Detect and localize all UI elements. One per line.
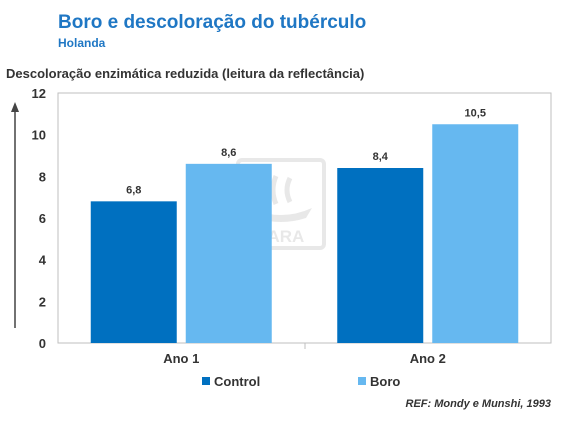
category-label: Ano 2 <box>410 351 446 366</box>
y-ticks: 0 2 4 6 8 10 12 <box>32 86 47 351</box>
category-labels: Ano 1 Ano 2 <box>163 351 446 366</box>
y-tick-label: 0 <box>39 336 46 351</box>
chart-title: Boro e descoloração do tubérculo <box>58 12 367 33</box>
legend-label-control: Control <box>214 374 260 389</box>
reference-note: REF: Mondy e Munshi, 1993 <box>405 398 551 410</box>
data-label: 6,8 <box>126 184 141 196</box>
chart-subtitle: Holanda <box>58 36 106 50</box>
data-label: 8,4 <box>373 151 389 163</box>
y-axis-label: Descoloração enzimática reduzida (leitur… <box>6 66 365 81</box>
bar-control-1 <box>90 201 177 343</box>
legend-label-boro: Boro <box>370 374 400 389</box>
data-label: 10,5 <box>465 107 486 119</box>
y-tick-label: 2 <box>39 294 46 309</box>
y-tick-label: 12 <box>32 86 46 101</box>
y-tick-label: 8 <box>39 169 46 184</box>
data-labels: 6,8 8,6 8,4 10,5 <box>126 107 486 196</box>
y-tick-label: 10 <box>32 128 46 143</box>
bars <box>90 124 519 343</box>
legend-swatch-boro <box>358 377 366 385</box>
legend: Control Boro <box>202 374 400 389</box>
category-label: Ano 1 <box>163 351 199 366</box>
y-tick-label: 4 <box>39 253 47 268</box>
y-tick-label: 6 <box>39 211 46 226</box>
data-label: 8,6 <box>221 147 236 159</box>
y-axis-arrow <box>11 102 19 328</box>
bar-control-2 <box>337 168 424 343</box>
bar-boro-1 <box>185 163 272 343</box>
legend-swatch-control <box>202 377 210 385</box>
bar-boro-2 <box>432 124 519 343</box>
